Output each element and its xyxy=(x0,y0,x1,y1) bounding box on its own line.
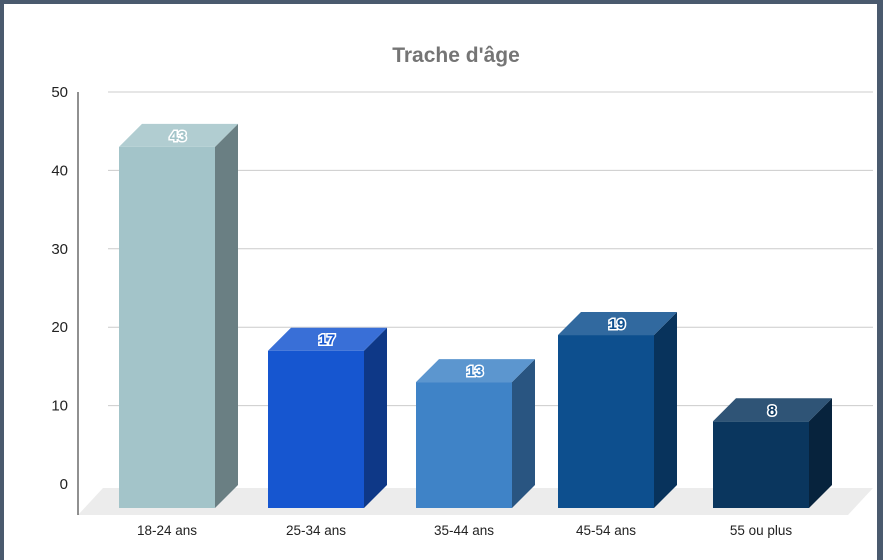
y-tick-label: 10 xyxy=(51,398,68,415)
x-tick-label: 18-24 ans xyxy=(137,523,197,538)
data-label: 13 xyxy=(467,363,484,380)
data-label: 17 xyxy=(319,332,336,349)
y-tick-label: 50 xyxy=(51,84,68,101)
y-tick-label: 40 xyxy=(51,162,68,179)
bar-side xyxy=(215,123,238,508)
y-tick-label: 20 xyxy=(51,319,68,336)
bar-side xyxy=(654,312,677,508)
bar xyxy=(119,123,238,508)
bar-front xyxy=(416,382,512,508)
bar-side xyxy=(809,398,832,508)
data-labels: 43 17 13 19 8 xyxy=(168,126,778,420)
x-tick-label: 45-54 ans xyxy=(576,523,636,538)
bar xyxy=(268,327,387,508)
bar-top xyxy=(558,312,677,336)
data-label: 8 xyxy=(768,402,776,419)
bar-top xyxy=(268,327,387,351)
bar-side xyxy=(512,359,535,508)
x-axis: 18-24 ans 25-34 ans 35-44 ans 45-54 ans 55 o… xyxy=(137,523,792,538)
data-label: 43 xyxy=(170,128,187,145)
x-tick-label: 35-44 ans xyxy=(434,523,494,538)
x-tick-label: 25-34 ans xyxy=(286,523,346,538)
bar-top xyxy=(119,123,238,147)
chart-title: Trache d'âge xyxy=(392,44,520,67)
bar-front xyxy=(713,421,809,508)
bars xyxy=(119,123,832,508)
bar-top xyxy=(416,359,535,383)
bar-side xyxy=(364,327,387,508)
bar xyxy=(416,359,535,508)
bar-front xyxy=(119,146,215,508)
bar xyxy=(713,398,832,508)
bar-front xyxy=(268,350,364,508)
bar-top xyxy=(713,398,832,422)
x-tick-label: 55 ou plus xyxy=(730,523,793,538)
y-tick-label: 0 xyxy=(60,476,68,493)
y-axis: 0 10 20 30 40 50 xyxy=(51,84,68,493)
data-label: 19 xyxy=(609,316,626,333)
y-tick-label: 30 xyxy=(51,241,68,258)
bar xyxy=(558,312,677,508)
bar-front xyxy=(558,335,654,508)
